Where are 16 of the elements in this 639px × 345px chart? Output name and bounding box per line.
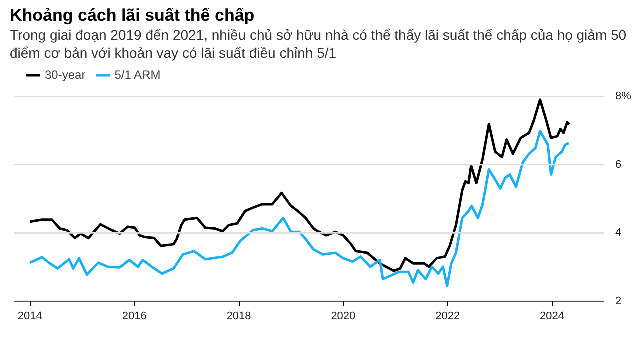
x-tick-label: 2024 — [540, 310, 565, 322]
x-tick-label: 2020 — [331, 310, 356, 322]
x-tick-label: 2022 — [436, 310, 460, 322]
chart-subtitle: Trong giai đoạn 2019 đến 2021, nhiều chủ sở hữu nhà có thể thấy lãi suất thế chấp của họ giảm 50 điểm cơ bản với khoản vay có lãi suất điều chỉnh 5/1 — [10, 26, 628, 62]
y-tick-label: 4 — [616, 227, 622, 240]
legend-label: 30-year — [45, 68, 86, 82]
x-tick-label: 2014 — [18, 310, 42, 322]
y-tick-label: 6 — [616, 158, 622, 171]
x-tick-label: 2018 — [226, 310, 252, 322]
line-series — [28, 98, 571, 272]
x-tick-label: 2016 — [122, 310, 147, 322]
line-series — [28, 130, 570, 288]
chart-title: Khoảng cách lãi suất thế chấp — [10, 5, 255, 27]
legend-label: 5/1 ARM — [114, 68, 161, 82]
y-tick-label: 2 — [616, 296, 622, 308]
y-tick-label: 8% — [616, 90, 632, 102]
